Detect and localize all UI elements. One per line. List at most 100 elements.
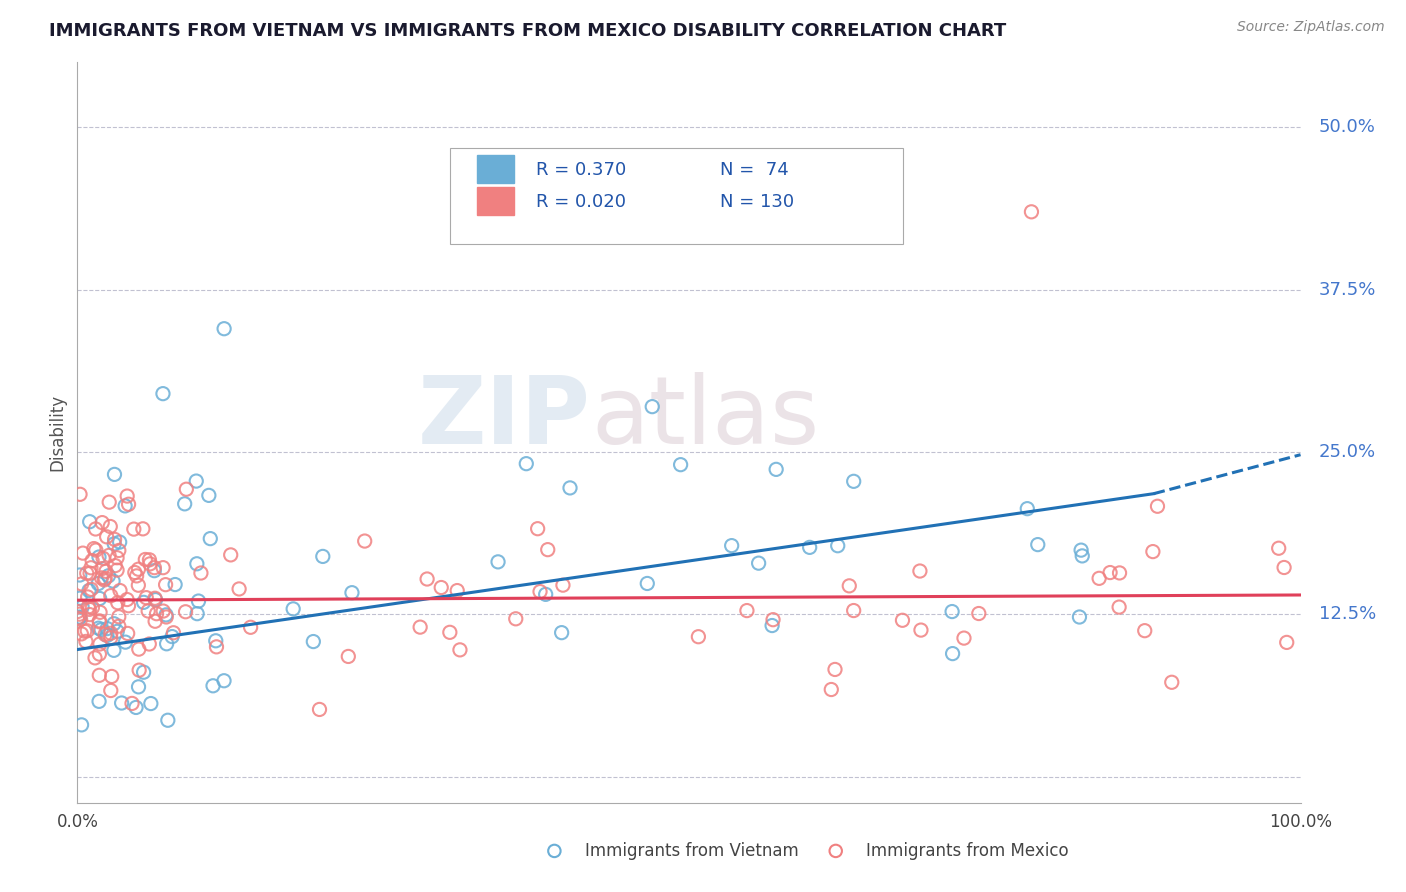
Point [155,577,177,591]
Point [283,602,305,616]
Point [308,702,330,716]
Point [312,549,335,564]
Point [87,621,110,635]
Point [145,607,167,621]
Point [82,553,104,567]
Point [219,548,242,562]
Point [124,566,146,580]
Point [155,607,177,622]
Point [89,605,111,619]
Point [91,516,114,530]
Point [127,578,149,592]
Point [720,539,742,553]
Point [107,596,129,610]
Point [105,624,128,639]
Point [162,625,184,640]
Point [125,700,148,714]
Point [89,668,111,682]
Point [143,560,166,574]
Point [103,537,125,551]
Point [115,489,138,503]
Text: 37.5%: 37.5% [1319,281,1376,299]
Text: 50.0%: 50.0% [1319,119,1376,136]
Point [1070,543,1092,558]
Point [204,633,226,648]
Point [76,624,98,638]
Point [90,623,112,637]
Text: Immigrants from Vietnam: Immigrants from Vietnam [585,842,799,860]
Point [139,697,162,711]
Point [105,563,128,577]
Point [186,557,208,571]
Point [117,599,139,613]
Point [100,631,122,645]
Point [100,626,122,640]
Point [70,718,93,732]
Point [1099,566,1122,580]
Point [942,647,965,661]
Point [108,583,131,598]
Point [409,620,432,634]
Point [76,566,98,581]
FancyBboxPatch shape [477,186,515,215]
Point [156,637,179,651]
Point [1267,541,1289,556]
Point [534,587,557,601]
Point [842,475,865,489]
Point [1026,538,1049,552]
Point [1108,566,1130,580]
Point [515,457,537,471]
Text: atlas: atlas [591,372,820,464]
Point [302,634,325,648]
Point [128,680,150,694]
Point [143,614,166,628]
Point [114,499,136,513]
Point [94,565,117,579]
Point [908,564,931,578]
Point [66,605,89,619]
Point [200,532,222,546]
Point [1069,610,1091,624]
Point [138,637,160,651]
Point [1021,204,1043,219]
Point [101,574,124,588]
Point [160,630,183,644]
Point [820,682,842,697]
Point [94,627,117,641]
Point [505,612,527,626]
Point [967,607,990,621]
Point [891,613,914,627]
Y-axis label: Disability: Disability [48,394,66,471]
Point [636,576,658,591]
Point [152,386,174,401]
Point [198,488,221,502]
Point [340,585,363,599]
Point [93,573,115,587]
Point [550,625,572,640]
Point [66,611,89,625]
Point [135,591,157,605]
Point [77,583,100,598]
Point [96,628,118,642]
Point [1146,500,1168,514]
Point [89,614,111,628]
Point [87,549,110,564]
Point [212,673,235,688]
Point [89,591,111,606]
Point [97,568,120,582]
Point [449,643,471,657]
Point [228,582,250,596]
Text: Immigrants from Mexico: Immigrants from Mexico [866,842,1069,860]
Point [76,590,98,604]
Text: ZIP: ZIP [418,372,591,464]
Point [353,534,375,549]
Point [558,481,581,495]
Point [842,603,865,617]
FancyBboxPatch shape [477,154,515,183]
Point [1017,501,1039,516]
Point [89,647,111,661]
Point [416,572,439,586]
Point [79,602,101,616]
Point [82,600,104,615]
Point [143,564,166,578]
